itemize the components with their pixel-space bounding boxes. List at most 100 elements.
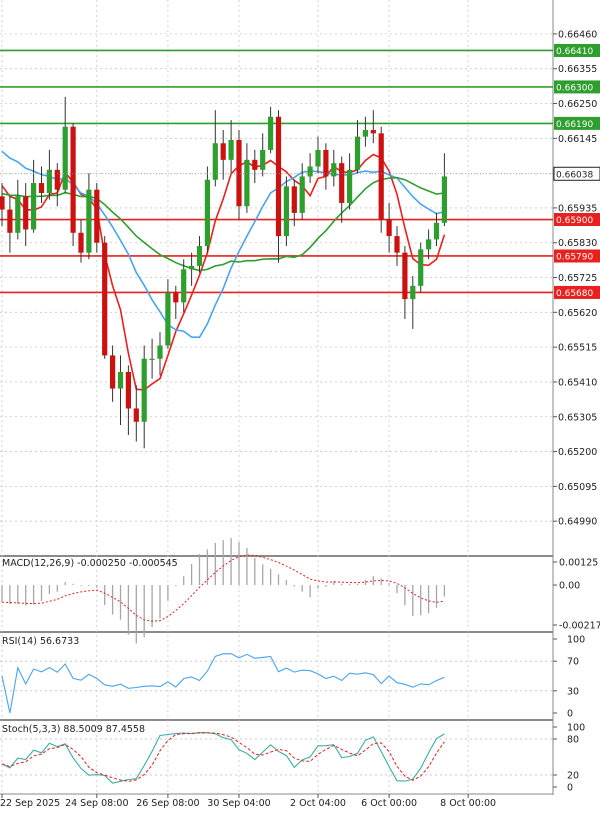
- y-tick-label: 0.65305: [558, 412, 597, 423]
- candle-body: [394, 236, 400, 253]
- candles: [0, 96, 447, 449]
- candle-body: [362, 130, 368, 137]
- rsi-tick-label: 70: [567, 657, 579, 668]
- ma-fast-red: [1, 153, 446, 391]
- macd-tick-label: -0.00217: [559, 621, 600, 632]
- y-tick-label: 0.65620: [558, 308, 597, 319]
- stoch-k-line: [1, 732, 445, 784]
- stoch-label: Stoch(5,3,3) 88.5009 87.4558: [2, 724, 146, 735]
- rsi-label: RSI(14) 56.6733: [2, 636, 80, 647]
- resistance-level-tag: [554, 116, 600, 130]
- candle-body: [268, 116, 274, 150]
- support-level-tag-label: 0.65790: [556, 252, 593, 262]
- candle-body: [347, 169, 353, 203]
- resistance-level-tag-label: 0.66190: [556, 120, 593, 130]
- candle-body: [196, 246, 203, 266]
- candle-body: [212, 143, 218, 180]
- rsi-line: [1, 653, 445, 714]
- candle-body: [102, 242, 108, 356]
- candle-body: [70, 126, 76, 233]
- y-tick-label: 0.66145: [558, 134, 597, 145]
- candle-body: [386, 219, 392, 237]
- panel-separator: [0, 719, 553, 721]
- candle-body: [315, 149, 321, 167]
- candle-body: [433, 222, 440, 240]
- macd-tick-label: 0.00125: [559, 558, 598, 569]
- x-tick-label: 26 Sep 08:00: [136, 798, 199, 809]
- candle-body: [110, 355, 116, 389]
- ma-mid-green: [1, 176, 445, 272]
- candle-body: [46, 169, 52, 193]
- x-tick-label: 2 Oct 04:00: [290, 798, 346, 809]
- support-level-tag: [554, 285, 600, 299]
- support-level-tag-label: 0.65900: [556, 216, 593, 226]
- candle-body: [94, 189, 100, 243]
- y-tick-label: 0.66355: [558, 64, 597, 75]
- rsi-tick-label: 30: [567, 686, 579, 697]
- resistance-level-tag-label: 0.66410: [556, 47, 593, 57]
- candle-body: [323, 149, 329, 177]
- candle-body: [141, 358, 147, 422]
- candle-body: [410, 285, 416, 300]
- candle-body: [149, 358, 155, 360]
- candle-body: [244, 159, 250, 207]
- candle-body: [15, 196, 21, 233]
- rsi-tick-label: 0: [567, 709, 573, 720]
- candle-body: [339, 163, 345, 203]
- candle-body: [441, 176, 447, 223]
- rsi-tick-label: 100: [567, 635, 585, 646]
- candle-body: [125, 372, 131, 409]
- candle-body: [157, 345, 163, 359]
- candle-body: [78, 232, 84, 253]
- candle-body: [299, 176, 305, 213]
- candle-body: [283, 186, 289, 237]
- candle-body: [38, 183, 45, 193]
- candle-body: [117, 372, 124, 389]
- candle-body: [291, 186, 297, 213]
- candle-body: [23, 196, 29, 230]
- x-tick-label: 22 Sep 2025: [0, 798, 60, 809]
- candle-body: [307, 166, 313, 177]
- y-tick-label: 0.65725: [558, 273, 597, 284]
- candle-body: [204, 179, 210, 247]
- panel-separator: [0, 631, 553, 633]
- x-tick-label: 30 Sep 04:00: [207, 798, 270, 809]
- candle-body: [86, 189, 92, 253]
- macd-signal-line: [1, 554, 445, 622]
- candle-body: [418, 249, 424, 286]
- candle-body: [181, 269, 187, 303]
- stoch-tick-label: 80: [567, 735, 579, 746]
- candle-body: [402, 252, 408, 300]
- candle-body: [189, 265, 195, 270]
- support-level-tag-label: 0.65680: [556, 289, 593, 299]
- resistance-level-tag: [554, 80, 600, 94]
- stoch-tick-label: 0: [567, 783, 573, 794]
- current-price-label: 0.66038: [556, 170, 593, 180]
- y-tick-label: 0.64990: [558, 517, 597, 528]
- resistance-level-tag: [554, 43, 600, 57]
- candle-body: [7, 209, 13, 233]
- candle-body: [236, 139, 242, 207]
- candle-body: [370, 130, 376, 134]
- y-tick-label: 0.65410: [558, 377, 597, 388]
- stoch-tick-label: 20: [567, 771, 579, 782]
- x-tick-label: 6 Oct 00:00: [361, 798, 417, 809]
- y-tick-label: 0.65095: [558, 482, 597, 493]
- candle-body: [220, 143, 226, 160]
- x-tick-label: 24 Sep 08:00: [65, 798, 128, 809]
- y-tick-label: 0.66460: [558, 29, 597, 40]
- support-level-tag: [554, 213, 600, 227]
- candle-body: [426, 239, 432, 250]
- stoch-tick-label: 100: [567, 723, 585, 734]
- macd-tick-label: 0.00: [559, 581, 580, 592]
- x-tick-label: 8 Oct 00:00: [440, 798, 496, 809]
- resistance-level-tag-label: 0.66300: [556, 83, 593, 93]
- y-tick-label: 0.65935: [558, 203, 597, 214]
- panel-separator: [0, 555, 553, 557]
- y-tick-label: 0.65515: [558, 343, 597, 354]
- current-price-tag: [553, 166, 600, 181]
- candle-body: [62, 126, 68, 190]
- candle-body: [133, 408, 139, 422]
- ma-slow-blue: [1, 150, 445, 339]
